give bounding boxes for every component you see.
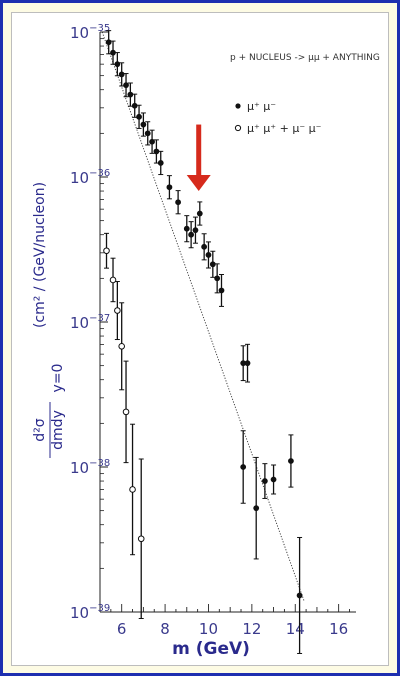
legend: μ⁺ μ⁻ μ⁺ μ⁺ + μ⁻ μ⁻ bbox=[234, 100, 322, 135]
data-point-0-9 bbox=[144, 130, 151, 137]
data-point-0-28 bbox=[261, 478, 268, 484]
y-tick-label-2: 10−37 bbox=[70, 313, 110, 332]
data-point-0-23 bbox=[218, 287, 225, 294]
data-point-0-31 bbox=[296, 592, 303, 599]
y-axis-label: d²σ dmdy y=0 (cm² / (GeV/nucleon) bbox=[32, 182, 66, 458]
data-point-0-17 bbox=[192, 227, 199, 234]
y-label-condition: y=0 bbox=[50, 364, 66, 393]
data-point-0-30 bbox=[288, 458, 294, 464]
data-point-0-13 bbox=[166, 184, 173, 191]
data-point-0-11 bbox=[153, 148, 160, 155]
y-label-numerator: d²σ bbox=[32, 418, 48, 441]
data-point-0-21 bbox=[209, 261, 216, 268]
data-point-0-12 bbox=[157, 160, 164, 166]
process-annotation: p + NUCLEUS -> μμ + ANYTHING bbox=[230, 53, 380, 63]
arrow-head bbox=[186, 175, 211, 192]
data-point-0-4 bbox=[123, 82, 129, 89]
data-point-1-3 bbox=[118, 342, 125, 350]
data-point-0-7 bbox=[136, 113, 142, 120]
legend-marker-open bbox=[234, 124, 242, 132]
x-tick-label-4: 14 bbox=[286, 620, 305, 638]
legend-label-0: μ⁺ μ⁻ bbox=[247, 100, 276, 113]
data-point-1-5 bbox=[129, 486, 136, 493]
legend-label-1: μ⁺ μ⁺ + μ⁻ μ⁻ bbox=[247, 122, 322, 135]
data-point-0-10 bbox=[149, 138, 155, 145]
y-tick-label-1: 10−36 bbox=[70, 168, 110, 187]
series-like-sign bbox=[103, 232, 145, 620]
data-point-0-18 bbox=[196, 210, 203, 217]
x-tick-label-1: 8 bbox=[160, 620, 170, 638]
y-label-units: (cm² / (GeV/nucleon) bbox=[32, 182, 48, 328]
data-point-0-15 bbox=[183, 225, 190, 232]
data-point-0-2 bbox=[114, 61, 121, 68]
data-point-1-2 bbox=[114, 307, 121, 314]
data-point-1-1 bbox=[109, 276, 117, 284]
data-point-0-26 bbox=[240, 464, 247, 470]
x-tick-label-0: 6 bbox=[117, 620, 127, 638]
y-label-denominator: dmdy bbox=[50, 410, 66, 450]
y-tick-label-3: 10−38 bbox=[70, 458, 110, 477]
data-point-0-1 bbox=[110, 49, 116, 56]
arrow-shaft bbox=[196, 124, 202, 178]
y-tick-label-0: 10−35 bbox=[70, 23, 110, 42]
data-point-0-6 bbox=[131, 102, 138, 109]
data-point-0-25 bbox=[244, 360, 251, 367]
x-tick-label-2: 10 bbox=[199, 620, 218, 638]
data-point-0-0 bbox=[105, 39, 112, 46]
data-point-0-29 bbox=[270, 476, 277, 483]
data-point-0-20 bbox=[205, 252, 212, 258]
data-point-1-0 bbox=[103, 247, 110, 255]
data-point-0-8 bbox=[140, 121, 147, 128]
highlight-arrow bbox=[186, 124, 211, 192]
data-point-0-3 bbox=[118, 71, 125, 78]
y-tick-label-4: 10−39 bbox=[70, 603, 110, 622]
x-tick-label-5: 16 bbox=[329, 620, 348, 638]
data-point-0-5 bbox=[127, 91, 134, 98]
x-tick-label-3: 12 bbox=[242, 620, 261, 638]
data-point-0-22 bbox=[214, 275, 221, 282]
data-point-0-16 bbox=[188, 231, 195, 238]
axes bbox=[99, 31, 356, 613]
data-point-0-19 bbox=[201, 243, 208, 250]
data-point-1-4 bbox=[122, 408, 130, 416]
chart-panel bbox=[11, 12, 389, 666]
data-point-0-27 bbox=[253, 505, 260, 512]
legend-marker-filled bbox=[235, 103, 241, 109]
series-mu-plus-mu-minus bbox=[105, 30, 303, 654]
data-point-1-6 bbox=[137, 535, 145, 543]
x-tick-labels: 6 8 10 12 14 16 bbox=[117, 620, 348, 638]
y-tick-labels: 10−35 10−36 10−37 10−38 10−39 bbox=[70, 23, 110, 622]
x-axis-label: m (GeV) bbox=[172, 639, 250, 659]
data-point-0-14 bbox=[175, 199, 182, 206]
